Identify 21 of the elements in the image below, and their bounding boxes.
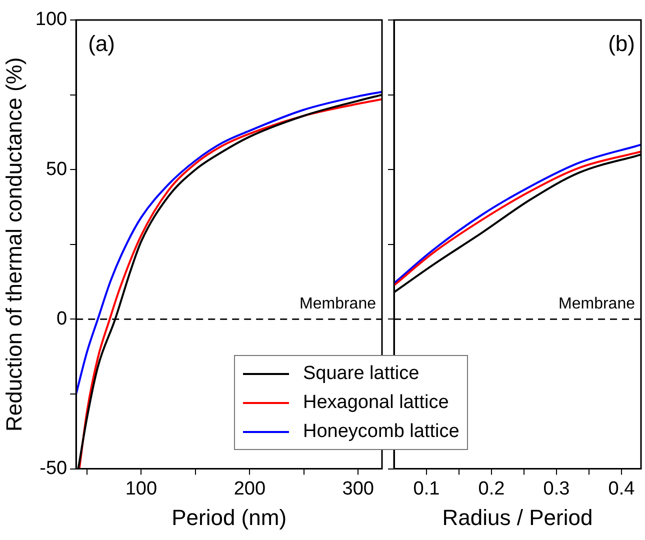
legend-label: Square lattice xyxy=(303,362,420,384)
x-axis-title: Period (nm) xyxy=(172,504,287,530)
x-axis-title: Radius / Period xyxy=(442,504,593,530)
x-tick-label: 0.3 xyxy=(543,478,570,500)
annotation: (a) xyxy=(88,31,115,56)
legend-label: Hexagonal lattice xyxy=(303,392,449,414)
annotation: (b) xyxy=(608,31,635,56)
legend-label: Honeycomb lattice xyxy=(303,420,460,442)
y-tick-label: 0 xyxy=(56,308,68,330)
x-tick-label: 300 xyxy=(342,478,374,500)
y-axis-title: Reduction of thermal conductance (%) xyxy=(1,57,26,432)
ref-line-label: Membrane xyxy=(558,296,636,313)
x-tick-label: 200 xyxy=(234,478,266,500)
x-tick-label: 0.2 xyxy=(478,478,505,500)
y-tick-label: 50 xyxy=(46,158,68,180)
y-tick-label: 100 xyxy=(35,9,68,30)
x-tick-label: 0.4 xyxy=(608,478,636,500)
x-tick-label: 100 xyxy=(125,478,158,500)
ref-line-label: Membrane xyxy=(300,296,376,313)
y-tick-label: -50 xyxy=(40,458,68,480)
x-tick-label: 0.1 xyxy=(413,478,440,500)
